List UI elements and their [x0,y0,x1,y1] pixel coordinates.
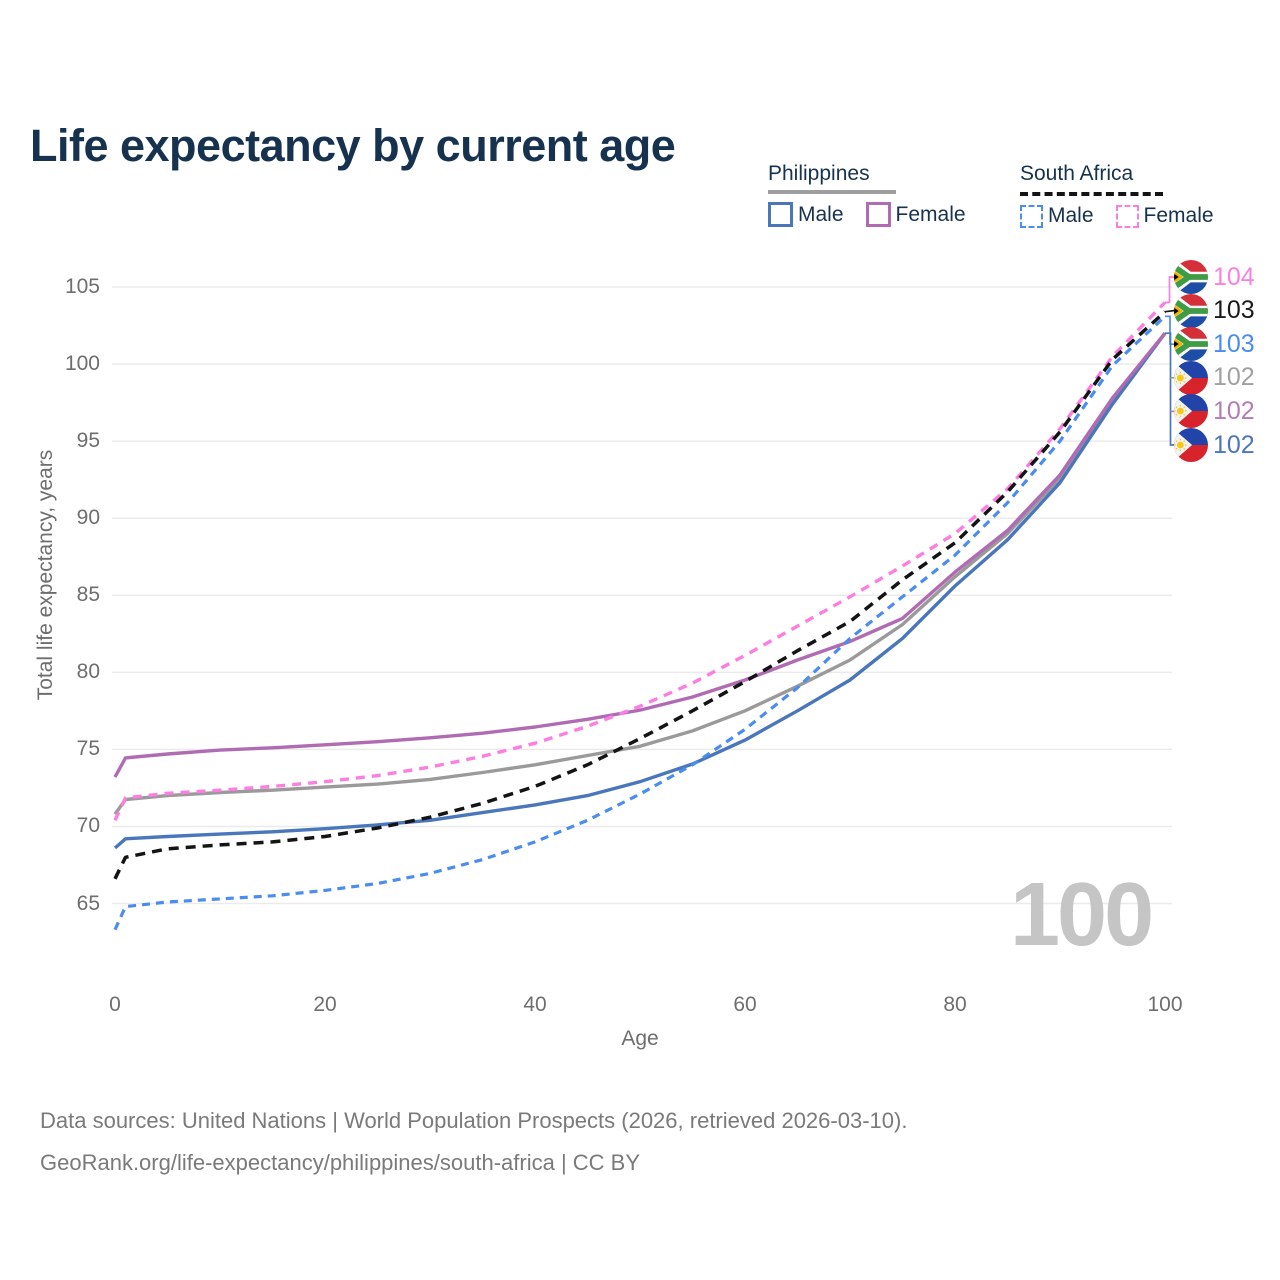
x-tick-label: 80 [943,993,967,1016]
end-label-value: 102 [1213,430,1255,459]
series-line-south-africa-male [113,315,1167,931]
philippines-flag-icon [1174,394,1208,429]
philippines-flag-icon [1174,428,1208,462]
philippines-flag-icon [1174,360,1208,395]
end-label-connector [1165,332,1174,446]
x-tick-label: 100 [1147,993,1183,1016]
legend-header-south-africa: South Africa [1020,162,1134,185]
y-tick-label: 105 [64,275,100,298]
end-label-philippines-male: 102 [1174,428,1255,462]
x-tick-label: 0 [109,993,121,1016]
x-tick-label: 40 [523,993,547,1016]
end-label-philippines-female: 102 [1174,394,1255,429]
y-axis-title: Total life expectancy, years [34,449,57,701]
end-label-connectors [1164,276,1175,446]
end-label-value: 102 [1213,363,1255,392]
end-label-value: 104 [1213,262,1255,291]
legend-swatch-south-africa-female[interactable] [1115,204,1139,228]
series-line-philippines-female [113,332,1167,778]
series-line-philippines [113,332,1167,816]
x-tick-label: 60 [733,993,757,1016]
end-label-connector [1164,309,1175,313]
series-line-south-africa-female [113,301,1167,822]
legend-label-philippines-male[interactable]: Male [798,202,844,226]
legend-swatch-philippines-male[interactable] [768,202,793,227]
grid-layer [112,286,1172,905]
end-label-value: 103 [1213,329,1255,358]
legend-swatch-philippines-female[interactable] [865,202,891,227]
end-label-value: 103 [1213,296,1255,325]
y-tick-label: 90 [76,506,100,530]
y-tick-label: 70 [76,814,100,838]
legend-label-south-africa-male[interactable]: Male [1048,204,1094,227]
y-tick-label: 95 [76,429,100,453]
y-tick-label: 85 [76,583,100,607]
south-africa-flag-icon [1174,260,1208,294]
series-line-south-africa [113,310,1167,880]
end-label-value: 102 [1213,396,1255,425]
legend-group-south-africa: South Africa Male Female [1020,162,1236,228]
end-label-south-africa-male: 103 [1174,327,1255,362]
legend-label-philippines-female[interactable]: Female [895,202,966,226]
end-label-south-africa-female: 104 [1174,260,1255,294]
age-watermark: 100 [1010,865,1154,965]
legend-underline-philippines [768,190,896,194]
legend-swatch-south-africa-male[interactable] [1020,204,1043,228]
south-africa-flag-icon [1174,293,1208,328]
attribution-line: GeoRank.org/life-expectancy/philippines/… [40,1150,641,1175]
y-tick-label: 75 [76,737,100,761]
y-tick-label: 65 [76,891,100,915]
x-axis-title: Age [621,1027,659,1050]
series-layer [113,301,1167,931]
legend-label-south-africa-female[interactable]: Female [1143,204,1214,227]
end-label-philippines: 102 [1174,360,1255,395]
end-label-connector [1165,276,1174,304]
y-tick-label: 80 [76,660,100,684]
legend-header-philippines: Philippines [768,162,870,185]
x-tick-label: 20 [313,993,337,1016]
data-sources-line: Data sources: United Nations | World Pop… [40,1108,908,1133]
legend-underline-south-africa [1020,192,1163,196]
end-label-connector [1165,315,1174,346]
page-title: Life expectancy by current age [30,120,676,172]
end-label-south-africa: 103 [1174,293,1255,328]
legend-group-philippines: Philippines Male Female [768,162,988,227]
south-africa-flag-icon [1174,327,1208,362]
y-tick-label: 100 [64,352,100,376]
series-line-philippines-male [113,332,1167,850]
